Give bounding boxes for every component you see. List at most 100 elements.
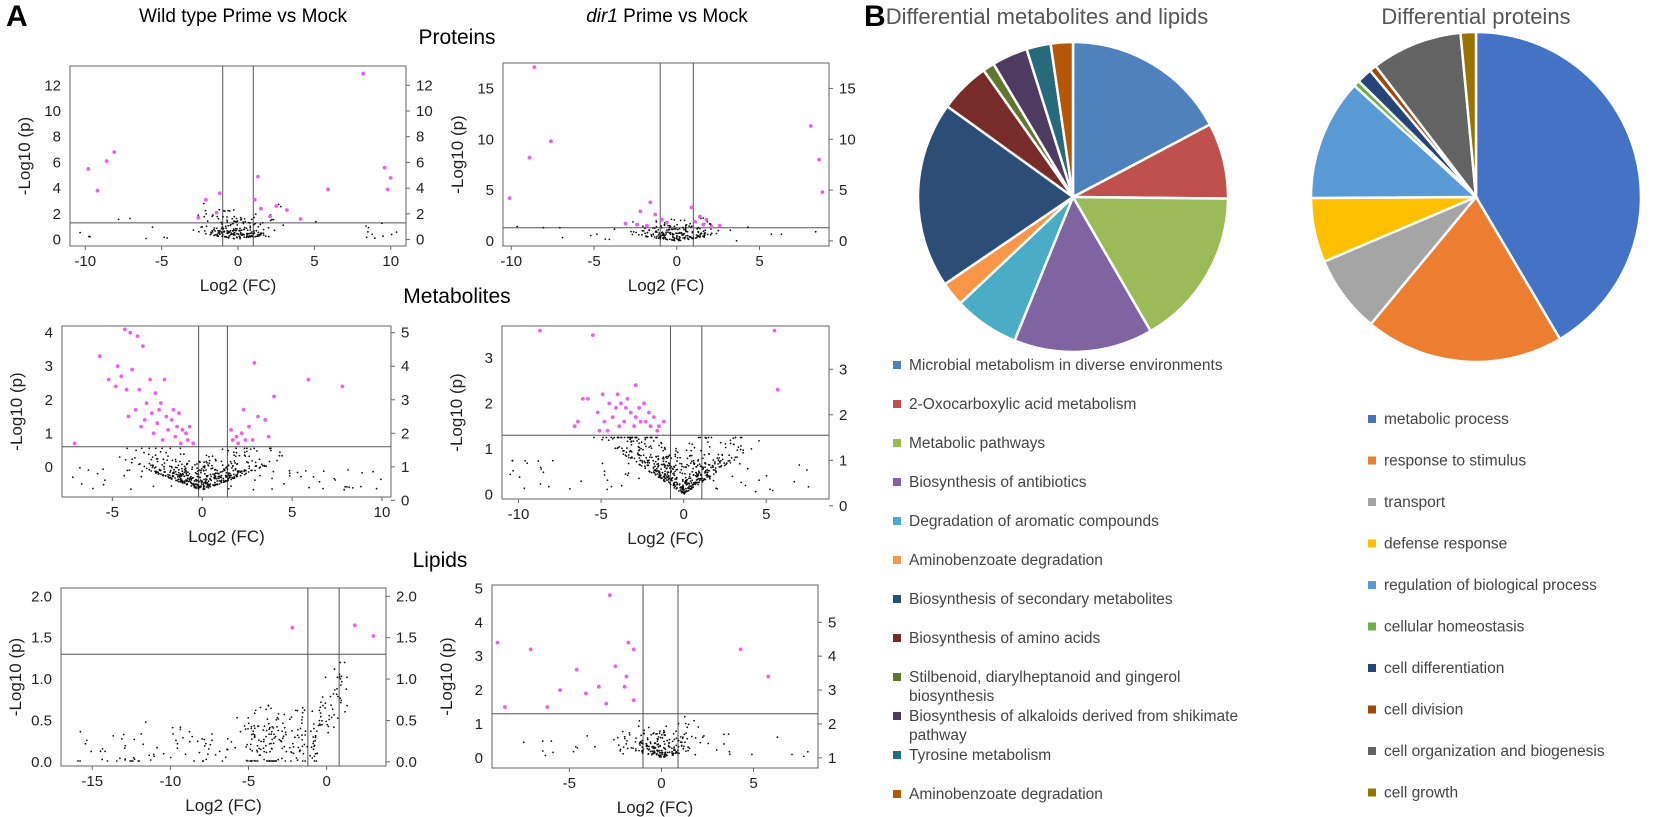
point-nonsignificant	[668, 454, 671, 457]
point-nonsignificant	[606, 479, 609, 481]
point-nonsignificant	[693, 719, 695, 722]
point-nonsignificant	[211, 455, 214, 458]
point-nonsignificant	[681, 472, 684, 475]
point-nonsignificant	[704, 466, 706, 469]
y-tick-label-right: 3	[839, 361, 847, 378]
point-nonsignificant	[197, 475, 200, 478]
point-nonsignificant	[253, 232, 256, 234]
point-nonsignificant	[672, 236, 674, 239]
point-nonsignificant	[708, 453, 710, 455]
point-nonsignificant	[653, 236, 656, 238]
point-nonsignificant	[243, 226, 246, 229]
point-nonsignificant	[227, 477, 230, 479]
point-nonsignificant	[724, 443, 727, 445]
point-nonsignificant	[267, 705, 270, 707]
point-significant	[326, 187, 330, 192]
point-nonsignificant	[541, 750, 544, 752]
point-nonsignificant	[218, 475, 221, 478]
point-nonsignificant	[162, 752, 165, 755]
point-nonsignificant	[218, 483, 221, 485]
y-tick-label-left: 2	[485, 395, 493, 412]
point-nonsignificant	[261, 221, 264, 224]
pie-slice-2	[1070, 195, 1230, 333]
point-nonsignificant	[273, 229, 276, 232]
point-nonsignificant	[677, 232, 679, 235]
point-nonsignificant	[203, 745, 206, 747]
point-nonsignificant	[205, 758, 208, 761]
point-nonsignificant	[691, 479, 694, 482]
point-nonsignificant	[250, 733, 253, 736]
point-nonsignificant	[253, 447, 256, 450]
point-nonsignificant	[672, 733, 675, 735]
point-nonsignificant	[641, 460, 644, 462]
point-nonsignificant	[666, 751, 669, 754]
point-nonsignificant	[214, 234, 217, 236]
point-nonsignificant	[267, 760, 270, 762]
point-nonsignificant	[659, 235, 662, 238]
point-nonsignificant	[147, 453, 150, 456]
point-nonsignificant	[185, 469, 188, 472]
point-nonsignificant	[662, 232, 665, 235]
point-nonsignificant	[640, 447, 642, 450]
point-nonsignificant	[746, 467, 749, 470]
point-nonsignificant	[685, 466, 688, 469]
point-nonsignificant	[699, 235, 701, 238]
point-significant	[229, 428, 233, 432]
point-nonsignificant	[204, 482, 207, 485]
point-nonsignificant	[654, 473, 657, 476]
point-nonsignificant	[172, 733, 174, 735]
point-nonsignificant	[644, 436, 647, 439]
point-nonsignificant	[686, 457, 689, 460]
point-nonsignificant	[174, 470, 177, 473]
point-nonsignificant	[257, 231, 260, 234]
point-nonsignificant	[313, 760, 316, 762]
point-nonsignificant	[657, 736, 660, 738]
point-significant	[115, 364, 120, 369]
y-tick-label-left: 2	[53, 206, 61, 223]
point-nonsignificant	[670, 457, 673, 459]
point-nonsignificant	[292, 746, 295, 748]
point-significant	[352, 623, 357, 628]
legend-label: Aminobenzoate degradation	[909, 552, 1103, 569]
point-significant	[95, 188, 100, 193]
point-significant	[385, 187, 390, 192]
point-nonsignificant	[278, 738, 281, 741]
point-nonsignificant	[628, 450, 631, 453]
point-significant	[576, 419, 580, 424]
point-nonsignificant	[281, 737, 284, 740]
point-nonsignificant	[256, 745, 259, 747]
y-tick-label-left: 3	[485, 350, 493, 367]
point-nonsignificant	[684, 226, 687, 228]
point-nonsignificant	[154, 447, 157, 450]
point-nonsignificant	[270, 742, 272, 745]
point-nonsignificant	[338, 676, 341, 678]
point-nonsignificant	[539, 466, 542, 469]
point-significant	[178, 441, 183, 446]
point-nonsignificant	[667, 471, 670, 474]
x-tick-label: 0	[673, 253, 681, 270]
point-nonsignificant	[667, 478, 670, 481]
legend-label: Degradation of aromatic compounds	[909, 513, 1159, 530]
point-nonsignificant	[654, 465, 656, 468]
point-nonsignificant	[254, 469, 256, 472]
point-nonsignificant	[221, 448, 224, 451]
point-nonsignificant	[304, 730, 307, 733]
point-nonsignificant	[200, 468, 203, 470]
point-nonsignificant	[688, 747, 691, 750]
x-axis-title: Log2 (FC)	[188, 527, 265, 546]
point-nonsignificant	[312, 748, 315, 751]
point-nonsignificant	[271, 477, 273, 480]
point-nonsignificant	[231, 467, 233, 469]
point-nonsignificant	[226, 221, 229, 223]
point-nonsignificant	[302, 752, 305, 755]
point-nonsignificant	[301, 745, 304, 748]
point-nonsignificant	[312, 736, 315, 738]
point-nonsignificant	[223, 235, 226, 238]
point-significant	[126, 414, 131, 419]
point-nonsignificant	[649, 456, 651, 458]
point-nonsignificant	[653, 463, 656, 465]
point-significant	[144, 401, 149, 405]
point-nonsignificant	[715, 232, 718, 235]
point-significant	[633, 415, 638, 419]
point-nonsignificant	[683, 466, 685, 468]
